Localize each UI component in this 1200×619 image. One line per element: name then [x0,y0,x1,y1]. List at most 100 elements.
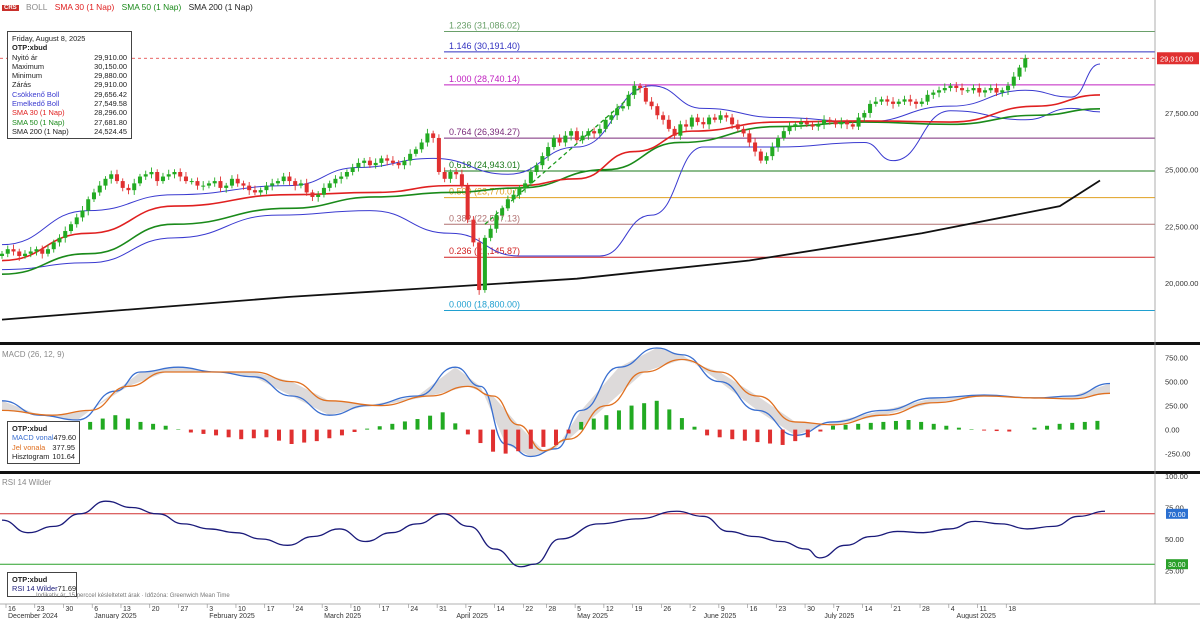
sma30-line [1,94,1101,262]
candle-body [724,115,729,118]
time-month-label: July 2025 [824,613,854,619]
macd-pane: MACD (26, 12, 9) -250.00 0.00 250.00 500.00 7… [1,347,1190,459]
candle-body [86,199,91,211]
candle-body [747,133,752,143]
candle-body [868,103,873,113]
candle-body [465,185,470,220]
candle-body [810,124,815,127]
candle-body [293,181,298,186]
candle-body [643,88,648,102]
candle-body [396,162,401,166]
macd-tick-label: 250.00 [1165,402,1188,411]
rsi-pane: RSI 14 Wilder 25.00 50.00 75.00 100.00 70.00 3… [0,472,1188,576]
macd-histogram-bar [1082,421,1087,430]
indicator-sma30[interactable]: SMA 30 (1 Nap) [54,2,115,12]
macd-histogram-bar [831,425,835,430]
macd-histogram-bar [554,429,558,445]
time-tick-label: 28 [922,606,930,613]
candle-body [109,174,114,179]
macd-info-row: Jel vonala 377.95 [12,443,75,452]
macd-histogram-bar [453,423,458,430]
candle-body [511,194,516,200]
candle-body [45,249,51,254]
macd-tick-label: 500.00 [1165,378,1188,387]
time-tick-label: 18 [1008,606,1016,613]
candle-body [718,115,723,120]
price-tick-label: 22,500.00 [1165,222,1198,231]
macd-histogram-bar [226,429,231,438]
fib-level-label: 0.000 (18,800.00) [449,299,520,309]
fib-level-label: 0.618 (24,943.01) [449,160,520,170]
candle-body [143,174,148,177]
candle-body [873,101,878,104]
candle-body [22,253,28,256]
candle-body [822,119,827,125]
macd-info-symbol: OTP:xbud [12,424,48,433]
candle-body [356,162,361,168]
macd-histogram-bar [654,400,659,430]
price-tick-label: 20,000.00 [1165,279,1198,288]
candle-body [413,149,418,154]
candle-body [235,178,240,184]
macd-tick-label: -250.00 [1165,450,1190,459]
candle-body [965,90,970,92]
candle-body [609,115,614,120]
macd-histogram-bar [629,405,634,430]
candle-body [891,101,896,104]
indicator-sma200[interactable]: SMA 200 (1 Nap) [188,2,253,12]
macd-histogram-bar [163,425,168,430]
price-info-row: Nyitó ár 29,910.00 [12,53,127,62]
candle-body [764,156,769,161]
candle-body [68,224,73,232]
price-info-value: 29,910.00 [94,80,127,90]
macd-histogram-bar [365,428,370,430]
price-info-label: Minimum [12,71,42,81]
macd-histogram-bar [314,429,319,442]
time-month-label: March 2025 [324,613,361,619]
candle-body [298,183,303,186]
macd-histogram-bar [528,429,533,449]
macd-histogram-bar [100,418,105,430]
macd-histogram-bar [667,409,672,430]
indicator-boll[interactable]: BOLL [26,2,48,12]
price-info-row: SMA 30 (1 Nap) 28,296.00 [12,108,127,117]
fib-level-label: 1.000 (28,740.14) [449,74,520,84]
footer-note: Indikatív ár, 15 perccel késleltetett ár… [36,593,230,599]
macd-histogram-bar [302,429,307,443]
macd-info-row: Hisztogram 101.64 [12,452,75,461]
candle-body [91,192,96,200]
macd-histogram-bar [125,418,130,430]
macd-histogram-bar [1057,423,1062,430]
macd-histogram-bar [214,429,219,436]
candle-body [528,172,533,184]
candle-body [856,117,861,127]
rsi-band-label: 30.00 [1168,562,1186,569]
price-info-label: Nyitó ár [12,52,38,62]
candle-body [482,237,487,291]
candle-body [373,162,378,166]
candle-body [977,88,982,93]
candle-body [11,249,16,252]
time-tick-label: 23 [778,606,786,613]
rsi-title: RSI 14 Wilder [2,478,52,487]
candle-body [103,178,108,186]
candle-body [908,99,913,102]
price-info-value: 30,150.00 [94,61,127,71]
macd-histogram-bar [88,421,93,430]
candle-body [632,85,637,95]
candle-body [120,181,125,188]
macd-histogram-bar [138,421,143,430]
candle-body [580,135,585,141]
pane-divider [0,342,1200,345]
price-info-label: SMA 50 (1 Nap) [12,117,65,127]
bollinger-lower-line [1,107,1101,271]
pane-divider [0,471,1200,474]
macd-histogram-bar [566,429,571,434]
candle-body [224,185,229,188]
price-info-value: 28,296.00 [94,108,127,118]
candle-body [551,137,556,148]
candle-body [436,137,441,172]
indicator-sma50[interactable]: SMA 50 (1 Nap) [121,2,182,12]
candle-body [321,187,326,195]
